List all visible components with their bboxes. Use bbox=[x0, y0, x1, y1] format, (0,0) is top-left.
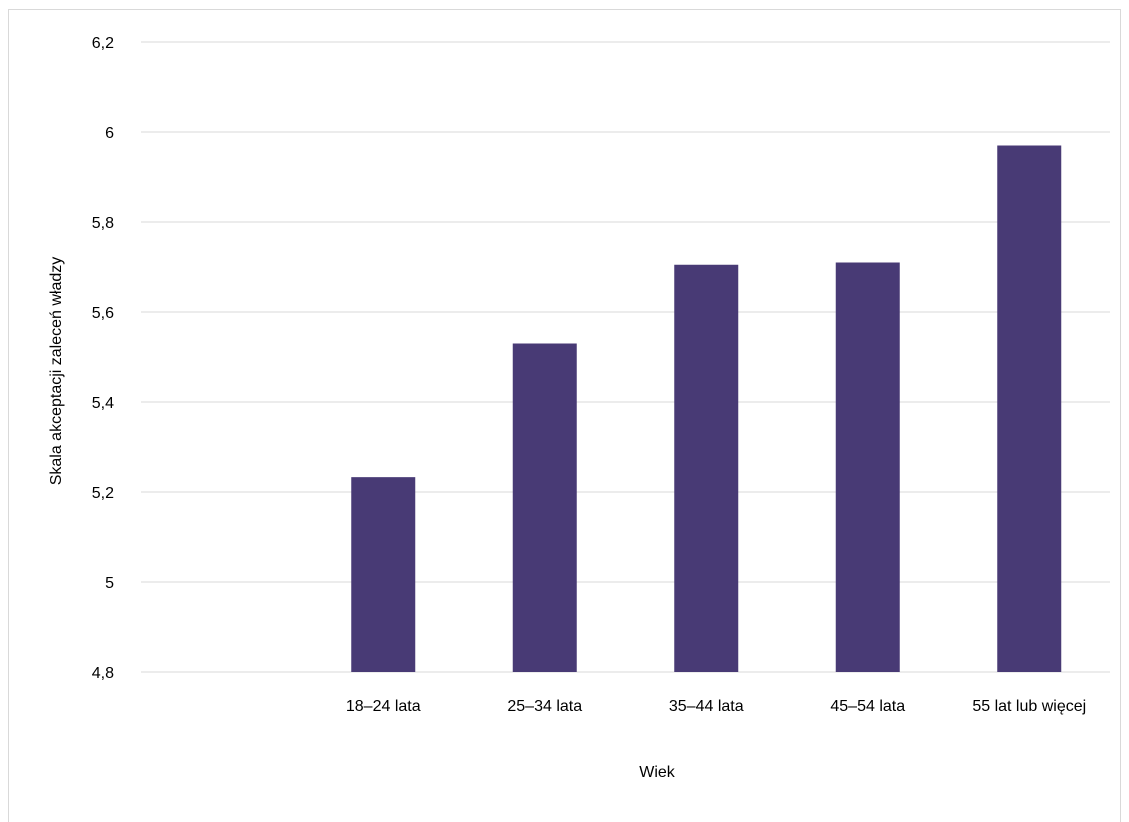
y-tick-label: 5,8 bbox=[92, 215, 114, 232]
bar bbox=[351, 477, 416, 672]
y-tick-label: 6,2 bbox=[92, 35, 114, 52]
x-tick-label: 35–44 lata bbox=[669, 698, 744, 715]
bars bbox=[351, 145, 1062, 672]
x-axis-ticks: 18–24 lata 25–34 lata 35–44 lata 45–54 lata… bbox=[346, 698, 1086, 715]
y-tick-label: 5,4 bbox=[92, 395, 114, 412]
bar bbox=[835, 262, 900, 672]
y-axis-title: Skala akceptacji zaleceń władzy bbox=[48, 257, 65, 486]
y-tick-label: 5,2 bbox=[92, 485, 114, 502]
y-tick-label: 5 bbox=[105, 575, 114, 592]
x-tick-label: 18–24 lata bbox=[346, 698, 421, 715]
bar bbox=[674, 264, 739, 672]
gridlines bbox=[141, 41, 1110, 673]
y-tick-label: 5,6 bbox=[92, 305, 114, 322]
y-axis-ticks: 4,8 5 5,2 5,4 5,6 5,8 6 6,2 bbox=[92, 35, 114, 682]
x-tick-label: 55 lat lub więcej bbox=[972, 698, 1086, 715]
x-axis-title: Wiek bbox=[639, 764, 676, 781]
bar bbox=[997, 145, 1062, 672]
y-tick-label: 6 bbox=[105, 125, 114, 142]
y-tick-label: 4,8 bbox=[92, 665, 114, 682]
chart-border bbox=[8, 9, 1121, 822]
x-tick-label: 45–54 lata bbox=[830, 698, 905, 715]
bar bbox=[512, 343, 577, 672]
x-tick-label: 25–34 lata bbox=[507, 698, 582, 715]
